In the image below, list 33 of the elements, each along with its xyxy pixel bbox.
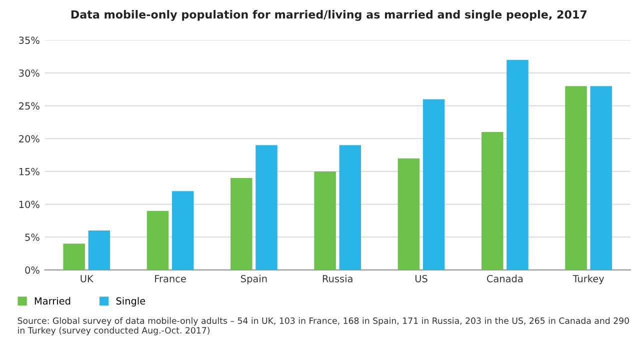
y-tick-label: 0%: [25, 266, 40, 274]
bar: [63, 244, 85, 270]
y-tick-label: 30%: [19, 69, 40, 77]
x-tick-label: France: [155, 275, 186, 282]
chart-title: Data mobile-only population for married/living as married and single people, 2017: [71, 10, 587, 21]
x-tick-label: Russia: [322, 274, 352, 282]
y-tick-label: 35%: [19, 36, 40, 44]
y-tick-label: 5%: [25, 234, 40, 241]
bar: [339, 145, 362, 270]
legend-label: Married: [34, 297, 70, 305]
bar: [146, 210, 169, 270]
y-tick-label: 25%: [19, 102, 40, 110]
bar: [422, 99, 445, 270]
bar: [506, 60, 528, 270]
bar: [230, 178, 252, 270]
bar: [172, 191, 194, 270]
x-tick-label: Spain: [241, 274, 267, 284]
bar: [88, 230, 110, 270]
source-note: Source: Global survey of data mobile-only adults – 54 in UK, 103 in France, 168 in Spain, 171 in Russia, 203 in the US, 265 in Canada and 290 in Turkey (survey conducted Aug.-Oct. 2017): [18, 317, 629, 336]
bar: [565, 86, 587, 270]
x-tick-label: US: [415, 274, 428, 282]
bar: [398, 158, 420, 270]
legend-label: Single: [116, 297, 146, 306]
x-tick-label: Canada: [486, 274, 523, 282]
bar: [256, 145, 278, 270]
y-tick-label: 15%: [19, 168, 40, 176]
y-tick-label: 10%: [19, 200, 40, 208]
y-tick-label: 20%: [19, 135, 40, 142]
bar: [481, 132, 504, 270]
bar: [314, 171, 336, 270]
x-tick-label: Turkey: [572, 274, 604, 284]
x-tick-label: UK: [80, 275, 94, 282]
bar: [590, 86, 612, 270]
